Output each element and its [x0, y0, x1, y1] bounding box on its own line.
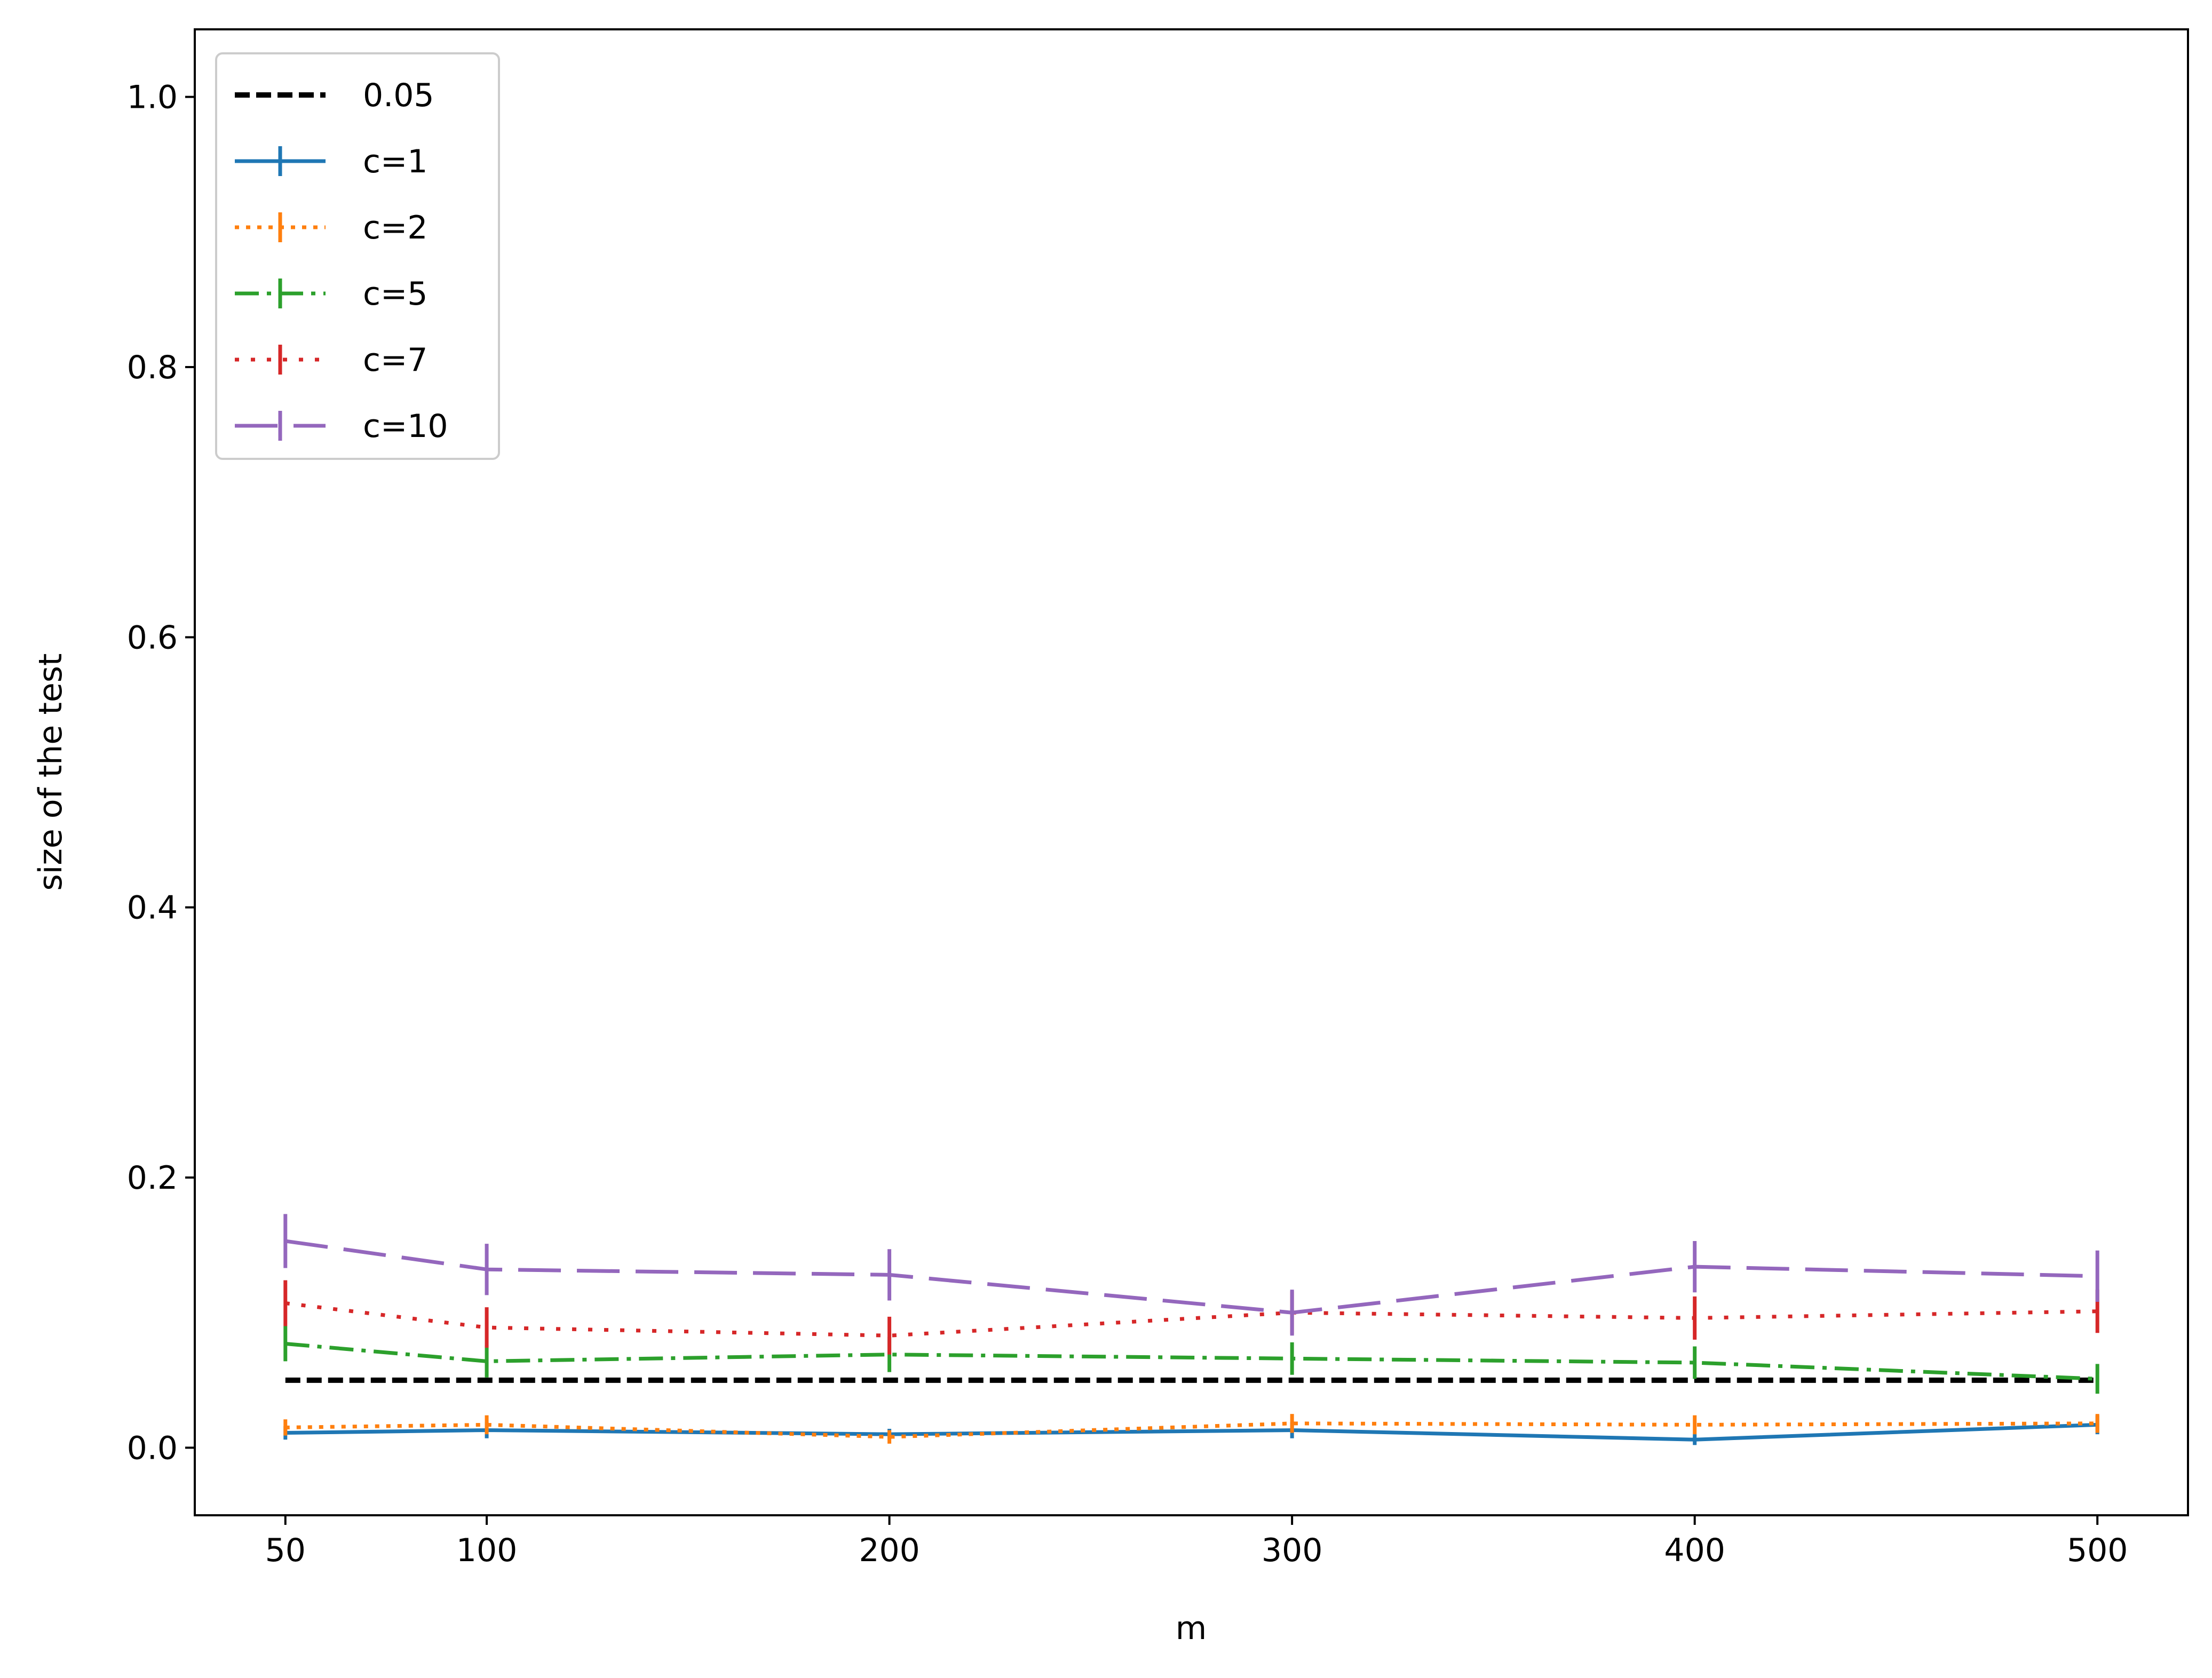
legend-entry-c2: c=2	[235, 209, 427, 246]
y-tick-label: 0.2	[127, 1159, 178, 1197]
y-tick-label: 0.8	[127, 349, 178, 386]
legend-entry-c7: c=7	[235, 341, 427, 379]
legend-entry-c1: c=1	[235, 143, 427, 180]
legend-entry-005: 0.05	[235, 77, 434, 114]
series-c1-line	[285, 1422, 2098, 1442]
x-tick-label: 100	[456, 1532, 518, 1569]
series-c10-line	[285, 1239, 2098, 1315]
legend-entry-005-label: 0.05	[363, 77, 434, 114]
legend-entry-c10: c=10	[235, 408, 448, 445]
series-c10	[283, 1214, 2099, 1336]
legend-frame	[215, 52, 500, 460]
legend-entry-c10-label: c=10	[363, 408, 448, 445]
x-tick-label: 500	[2067, 1532, 2128, 1569]
x-axis: 50 100 200 300 400 500	[265, 1515, 2128, 1569]
legend: 0.05 c=1 c=2 c=5 c=7 c=10	[215, 52, 500, 460]
legend-entry-c5-label: c=5	[363, 275, 427, 313]
y-tick-label: 1.0	[127, 79, 178, 116]
legend-entry-c5: c=5	[235, 275, 427, 313]
x-tick-label: 200	[859, 1532, 920, 1569]
legend-entry-c1-label: c=1	[363, 143, 427, 180]
series-c2	[283, 1414, 2099, 1444]
x-tick-label: 50	[265, 1532, 306, 1569]
y-tick-label: 0.4	[127, 889, 178, 927]
legend-entry-c2-label: c=2	[363, 209, 427, 246]
y-tick-label: 0.0	[127, 1429, 178, 1467]
series-c5-line	[285, 1341, 2098, 1381]
y-tick-label: 0.6	[127, 619, 178, 656]
y-axis-label: size of the test	[32, 653, 69, 890]
y-axis: 0.0 0.2 0.4 0.6 0.8 1.0	[127, 79, 195, 1467]
legend-entry-c7-label: c=7	[363, 341, 427, 379]
x-tick-label: 400	[1664, 1532, 1725, 1569]
x-tick-label: 300	[1262, 1532, 1323, 1569]
x-axis-label: m	[1176, 1610, 1207, 1647]
plot-data	[283, 1214, 2099, 1445]
plot-frame	[194, 28, 2189, 1516]
